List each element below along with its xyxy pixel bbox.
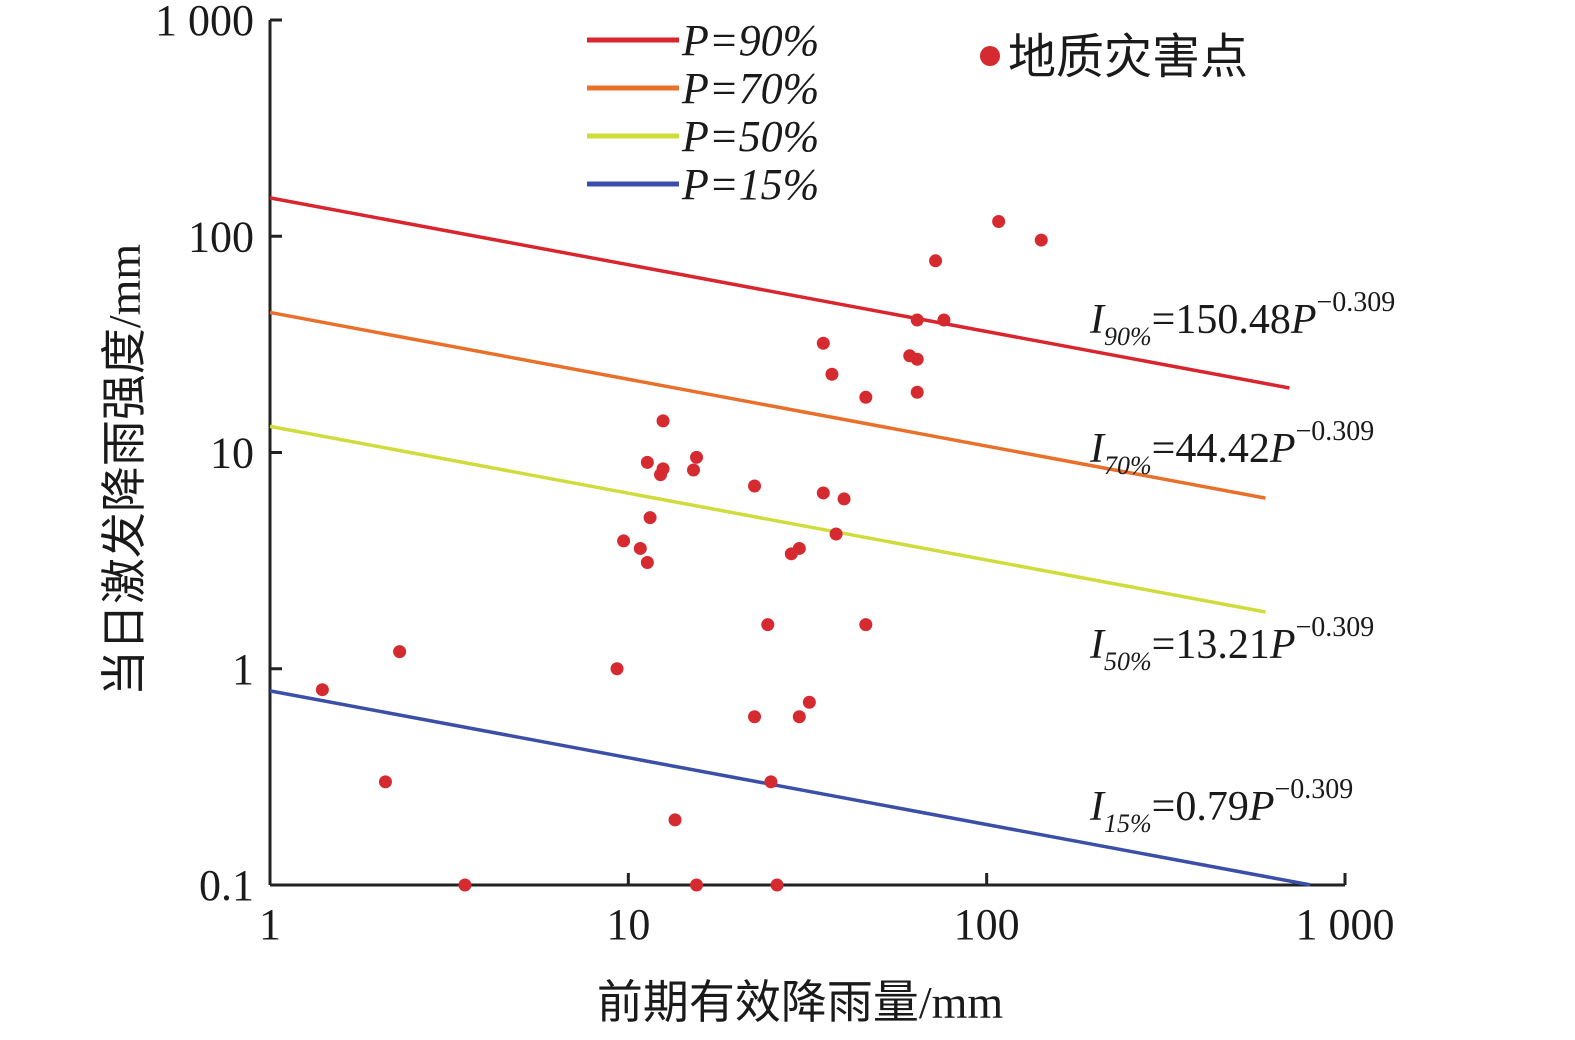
y-tick-label: 1 — [232, 645, 254, 694]
fit-line-1 — [269, 310, 1266, 500]
scatter-point — [910, 385, 924, 399]
scatter-point — [640, 555, 654, 569]
scatter-point — [764, 775, 778, 789]
scatter-point — [690, 878, 704, 892]
scatter-point — [748, 479, 762, 493]
scatter-point — [315, 683, 329, 697]
scatter-point — [859, 390, 873, 404]
legend: P=90%P=70%P=50%P=15% 地质灾害点 — [587, 16, 1248, 209]
equation-0: I90%=150.48P−0.309 — [1089, 287, 1395, 351]
scatter-point — [992, 215, 1006, 229]
scatter-point — [792, 710, 806, 724]
y-axis-label: 当日激发降雨强度/mm — [99, 244, 150, 697]
equation-1: I70%=44.42P−0.309 — [1089, 416, 1374, 480]
scatter-point — [633, 541, 647, 555]
legend-marker-scatter — [980, 46, 1000, 66]
scatter-point — [617, 534, 631, 548]
scatter-point — [458, 878, 472, 892]
legend-label-0: P=90% — [681, 16, 819, 65]
y-tick-label: 1 000 — [155, 0, 254, 45]
scatter-point — [859, 618, 873, 632]
scatter-point — [654, 468, 668, 482]
scatter-point — [656, 414, 670, 428]
scatter-point — [686, 463, 700, 477]
scatter-point — [910, 313, 924, 327]
scatter-point — [690, 450, 704, 464]
x-tick-label: 1 000 — [1296, 900, 1395, 949]
scatter-point — [802, 695, 816, 709]
scatter-point — [640, 455, 654, 469]
scatter-point — [816, 336, 830, 350]
y-tick-label: 0.1 — [199, 861, 254, 910]
x-tick-label: 100 — [954, 900, 1020, 949]
scatter-point — [816, 486, 830, 500]
x-tick-label: 1 — [259, 900, 281, 949]
scatter-point — [837, 492, 851, 506]
x-axis-label: 前期有效降雨量/mm — [597, 977, 1004, 1028]
legend-label-scatter: 地质灾害点 — [1008, 31, 1248, 84]
y-tick-label: 100 — [188, 212, 254, 261]
fit-lines — [269, 196, 1311, 887]
scatter-point — [937, 313, 951, 327]
scatter-point — [761, 618, 775, 632]
scatter-point — [748, 710, 762, 724]
fit-line-0 — [269, 196, 1290, 390]
x-tick-label: 10 — [606, 900, 650, 949]
equation-2: I50%=13.21P−0.309 — [1089, 612, 1374, 676]
legend-label-1: P=70% — [681, 64, 819, 113]
scatter-points — [315, 215, 1048, 892]
scatter-point — [378, 775, 392, 789]
scatter-point — [784, 547, 798, 561]
legend-label-2: P=50% — [681, 112, 819, 161]
scatter-point — [668, 813, 682, 827]
fit-line-3 — [269, 689, 1311, 887]
y-tick-label: 10 — [210, 429, 254, 478]
scatter-point — [770, 878, 784, 892]
scatter-point — [829, 527, 843, 541]
scatter-point — [825, 367, 839, 381]
equation-labels: I90%=150.48P−0.309 I70%=44.42P−0.309 I50%=… — [1089, 287, 1395, 838]
scatter-point — [393, 645, 407, 659]
scatter-point — [910, 352, 924, 366]
scatter-point — [643, 511, 657, 525]
scatter-point — [1034, 233, 1048, 247]
equation-3: I15%=0.79P−0.309 — [1089, 774, 1353, 838]
legend-label-3: P=15% — [681, 160, 819, 209]
scatter-point — [929, 254, 943, 268]
fit-line-2 — [269, 424, 1266, 614]
scatter-point — [610, 662, 624, 676]
